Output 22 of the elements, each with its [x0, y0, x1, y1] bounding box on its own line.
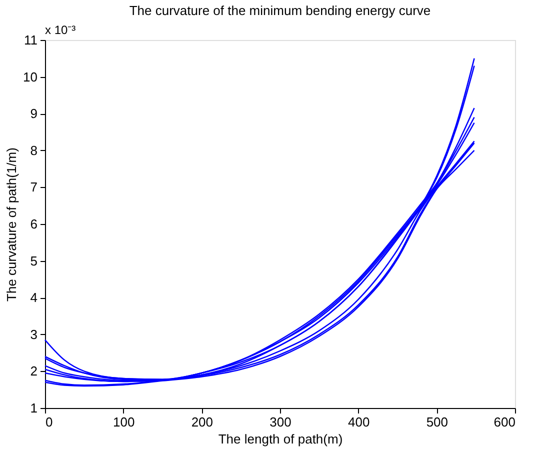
- x-tick-label: 100: [112, 414, 135, 430]
- y-tick-label: 10: [23, 69, 38, 84]
- x-tick-label: 0: [46, 414, 53, 430]
- x-tick-label: 200: [191, 414, 214, 430]
- y-tick-label: 1: [30, 400, 38, 416]
- y-tick-label: 6: [30, 216, 38, 232]
- x-tick-label: 300: [270, 414, 292, 430]
- y-tick-label: 5: [30, 253, 38, 268]
- y-tick-label: 2: [30, 364, 38, 379]
- y-tick-label: 11: [24, 32, 38, 48]
- chart-title: The curvature of the minimum bending energy curve: [129, 3, 431, 18]
- y-axis-title: The curvature of path(1/m): [4, 148, 20, 302]
- y-tick-label: 9: [30, 106, 38, 122]
- y-tick-label: 4: [30, 290, 38, 306]
- text: x 10⁻³: [45, 23, 76, 37]
- x-tick-label: 600: [494, 414, 516, 430]
- x-tick-label: 400: [348, 414, 370, 430]
- y-tick-label: 7: [30, 180, 38, 195]
- x-tick-label: 500: [426, 414, 448, 430]
- y-tick-label: 3: [30, 326, 38, 342]
- y-tick-label: 8: [30, 142, 38, 158]
- x-axis-title: The length of path(m): [218, 432, 343, 446]
